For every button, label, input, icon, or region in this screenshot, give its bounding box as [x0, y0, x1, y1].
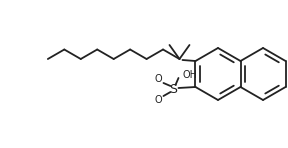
Text: OH: OH	[183, 70, 198, 80]
Text: O: O	[155, 95, 162, 105]
Text: S: S	[169, 82, 177, 95]
Text: O: O	[155, 74, 162, 84]
